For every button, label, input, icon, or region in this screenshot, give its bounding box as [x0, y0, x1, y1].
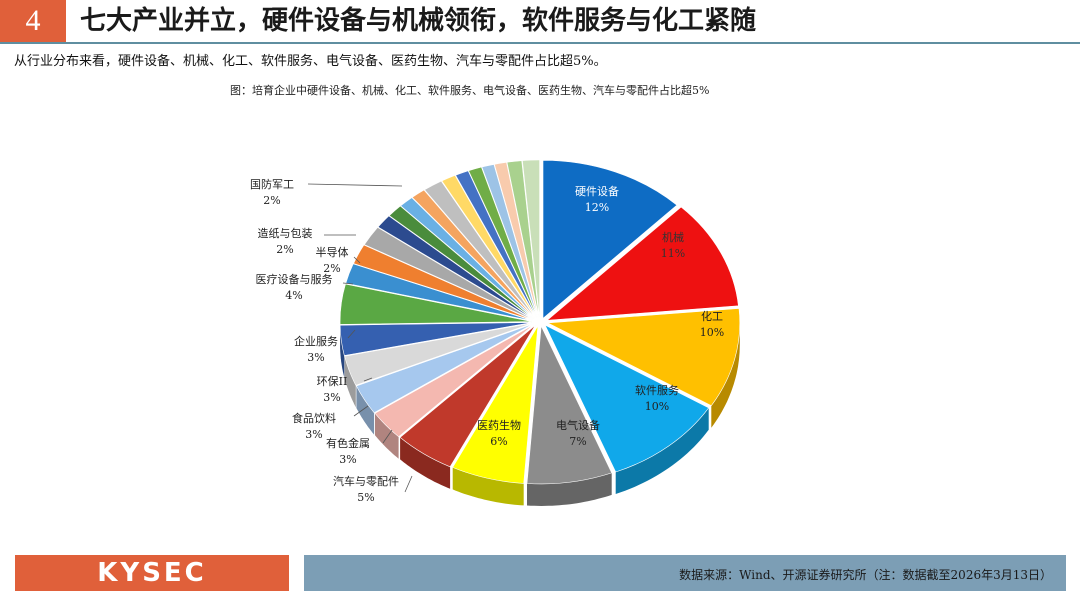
pie-value-label: 12% — [585, 201, 609, 214]
pie-leader-line — [353, 256, 361, 264]
pie-slice-minor — [424, 180, 536, 319]
pie-depth-wall — [711, 322, 740, 428]
pie-value-label: 3% — [305, 428, 322, 441]
pie-label: 软件服务 — [635, 383, 679, 397]
pie-leader-line — [382, 429, 393, 444]
pie-label: 汽车与零配件 — [333, 474, 399, 488]
pie-labels: 硬件设备 12% 机械 11% 化工 10% 软件服务 10% 电气设备 7% 医药生物 6% 汽车与零… — [250, 177, 724, 504]
pie-value-label: 11% — [661, 247, 685, 260]
pie-slice-1 — [546, 206, 739, 321]
pie-depth-wall — [452, 467, 524, 506]
pie-label: 硬件设备 — [575, 184, 619, 198]
pie-slice-5 — [452, 325, 539, 484]
pie-label: 半导体 — [316, 245, 349, 259]
pie-slice-minor — [377, 215, 534, 320]
pie-leader-line — [347, 329, 356, 339]
pie-leader-line — [404, 475, 413, 493]
pie-slice-minor — [411, 189, 536, 320]
pie-slice-minor — [468, 166, 538, 319]
figure-caption: 图：培育企业中硬件设备、机械、化工、软件服务、电气设备、医药生物、汽车与零配件占… — [230, 84, 710, 97]
pie-value-label: 4% — [285, 289, 302, 302]
pie-slice-minor — [522, 159, 540, 319]
pie-slices — [339, 159, 741, 485]
pie-label: 化工 — [701, 309, 723, 323]
pie-leader-line — [342, 282, 354, 285]
pie-label: 企业服务 — [294, 334, 338, 348]
pie-value-label: 3% — [307, 351, 324, 364]
pie-value-label: 7% — [569, 435, 586, 448]
pie-slice-4 — [526, 324, 613, 485]
title-divider — [0, 42, 1080, 44]
pie-value-label: 10% — [645, 400, 669, 413]
data-source-note: 数据来源：Wind、开源证券研究所（注：数据截至2026年3月13日） — [679, 568, 1052, 582]
pie-slice-minor — [481, 164, 539, 319]
pie-label: 环保II — [317, 374, 348, 388]
pie-slice-10 — [339, 322, 533, 356]
pie-leader-line — [307, 183, 403, 187]
source-bar: 数据来源：Wind、开源证券研究所（注：数据截至2026年3月13日） — [304, 555, 1066, 591]
pie-slice-minor — [400, 197, 535, 320]
pie-slice-8 — [355, 323, 534, 414]
pie-leader-line — [363, 377, 373, 382]
logo-text: KYSEC — [97, 558, 207, 588]
summary-text: 从行业分布来看，硬件设备、机械、化工、软件服务、电气设备、医药生物、汽车与零配件… — [14, 54, 607, 69]
pie-label: 医疗设备与服务 — [256, 272, 333, 286]
pie-label: 机械 — [662, 230, 684, 244]
pie-depth-wall — [344, 356, 356, 408]
pie-depth-wall — [340, 325, 345, 378]
pie-slice-14 — [363, 227, 534, 321]
pie-value-label: 3% — [339, 453, 356, 466]
pie-slice-minor — [455, 170, 538, 319]
pie-slice-minor — [388, 205, 535, 320]
page-number: 4 — [0, 0, 66, 42]
pie-slice-13 — [353, 244, 533, 321]
pie-depth-wall — [375, 413, 399, 459]
pie-depth-wall — [527, 472, 612, 506]
pie-slice-9 — [344, 322, 533, 386]
pie-slice-2 — [546, 308, 741, 407]
pie-slice-minor — [506, 160, 540, 319]
industry-pie-chart: 硬件设备 12% 机械 11% 化工 10% 软件服务 10% 电气设备 7% 医药生物 6% 汽车与零… — [250, 159, 741, 506]
pie-slice-6 — [399, 325, 536, 468]
pie-label: 电气设备 — [556, 418, 600, 432]
pie-slice-7 — [374, 324, 534, 438]
pie-slice-3 — [544, 324, 710, 473]
pie-value-label: 10% — [700, 326, 724, 339]
pie-value-label: 6% — [490, 435, 507, 448]
pie-slice-minor — [441, 174, 537, 319]
pie-leader-line — [353, 405, 369, 417]
pie-slice-0 — [542, 159, 678, 319]
pie-label: 有色金属 — [326, 436, 370, 450]
pie-depth-wall — [400, 437, 451, 489]
pie-value-label: 2% — [263, 194, 280, 207]
pie-label: 国防军工 — [250, 177, 294, 191]
pie-depth-wall — [356, 386, 375, 435]
pie-slice-11 — [339, 283, 533, 325]
kysec-logo: KYSEC — [15, 555, 289, 591]
pie-label: 食品饮料 — [292, 411, 336, 425]
pie-value-label: 2% — [323, 262, 340, 275]
pie-label: 医药生物 — [477, 418, 521, 432]
pie-value-label: 2% — [276, 243, 293, 256]
slide-title: 七大产业并立，硬件设备与机械领衔，软件服务与化工紧随 — [80, 6, 757, 36]
pie-slice-minor — [494, 161, 539, 319]
pie-label: 造纸与包装 — [258, 226, 313, 240]
pie-value-label: 3% — [323, 391, 340, 404]
pie-value-label: 5% — [357, 491, 374, 504]
